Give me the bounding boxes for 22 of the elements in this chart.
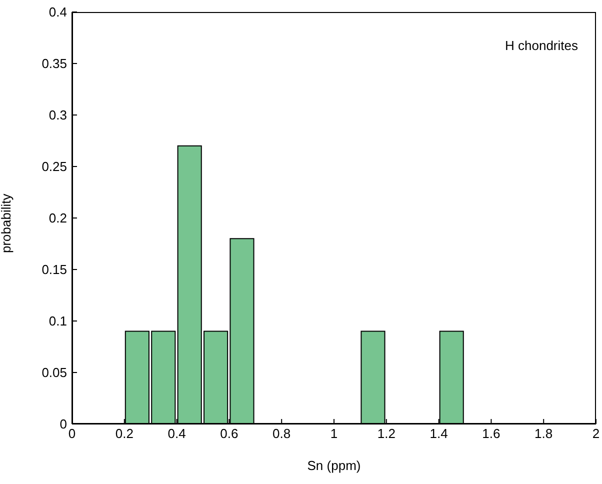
x-tick-label: 0.6 — [220, 426, 238, 442]
x-tick-label: 0.4 — [168, 426, 186, 442]
y-tick-label: 0.25 — [42, 159, 67, 174]
y-tick-label: 0.15 — [42, 262, 67, 278]
x-tick-label: 1.8 — [534, 426, 553, 442]
x-tick-label: 0.8 — [272, 426, 291, 442]
y-tick-label: 0.1 — [48, 314, 67, 329]
y-tick-label: 0.35 — [42, 56, 67, 72]
x-tick-label: 0.2 — [115, 426, 134, 442]
x-tick-label: 1.4 — [430, 426, 448, 442]
y-axis-title: probability — [0, 193, 14, 253]
x-tick-label: 1 — [330, 426, 338, 442]
x-tick-label: 2 — [592, 426, 600, 442]
x-tick-label: 1.2 — [377, 426, 396, 442]
y-tick-label: 0.4 — [48, 4, 67, 20]
y-tick-label: 0 — [60, 416, 67, 432]
x-axis-title: Sn (ppm) — [307, 458, 361, 473]
x-tick-label: 1.6 — [482, 426, 500, 442]
y-tick-label: 0.2 — [48, 210, 67, 226]
annotation: H chondrites — [505, 38, 578, 53]
y-tick-label: 0.05 — [42, 365, 67, 380]
y-tick-label: 0.3 — [48, 108, 67, 123]
